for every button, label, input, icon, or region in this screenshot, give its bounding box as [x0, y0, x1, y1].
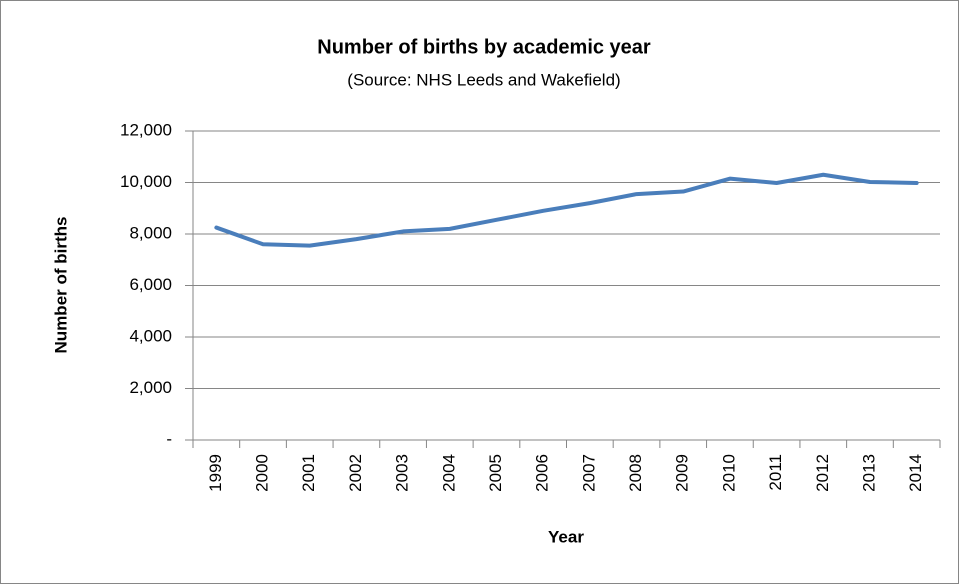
x-tick-label: 2006: [533, 454, 552, 492]
x-tick-label: 1999: [206, 454, 225, 492]
x-tick-label: 2005: [486, 454, 505, 492]
y-tick-label: 2,000: [129, 378, 172, 397]
y-tick-label: 4,000: [129, 326, 172, 345]
x-tick-label: 2000: [253, 454, 272, 492]
x-tick-label: 2011: [766, 454, 785, 491]
x-tick-label: 2012: [813, 454, 832, 492]
x-tick-label: 2001: [299, 454, 318, 492]
chart-subtitle: (Source: NHS Leeds and Wakefield): [347, 70, 620, 89]
chart-title: Number of births by academic year: [317, 36, 651, 58]
y-axis-title: Number of births: [51, 217, 70, 354]
x-tick-label: 2004: [439, 454, 458, 492]
x-tick-label: 2010: [719, 454, 738, 492]
x-tick-label: 2003: [393, 454, 412, 492]
x-tick-label: 2008: [626, 454, 645, 492]
x-tick-label: 2009: [673, 454, 692, 492]
x-tick-label: 2002: [346, 454, 365, 492]
y-tick-label: -: [166, 429, 172, 448]
y-tick-label: 6,000: [129, 275, 172, 294]
y-tick-label: 8,000: [129, 223, 172, 242]
x-tick-label: 2007: [579, 454, 598, 492]
x-tick-label: 2013: [859, 454, 878, 492]
x-tick-label: 2014: [906, 454, 925, 492]
data-line: [214, 172, 919, 248]
y-tick-label: 10,000: [120, 172, 172, 191]
y-tick-label: 12,000: [120, 120, 172, 139]
x-axis-title: Year: [548, 527, 584, 546]
